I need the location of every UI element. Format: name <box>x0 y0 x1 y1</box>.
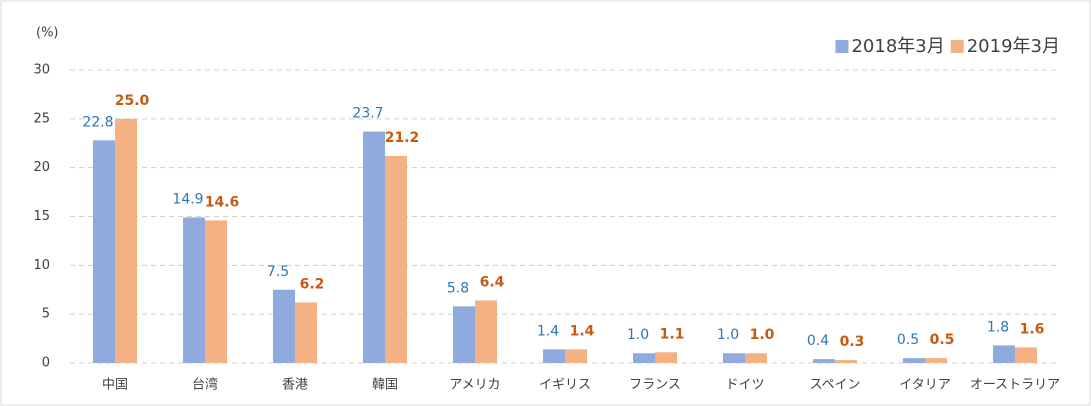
bar <box>633 353 655 363</box>
bar <box>453 306 475 363</box>
value-label: 21.2 <box>385 130 420 146</box>
value-label: 7.5 <box>267 264 289 280</box>
value-label: 1.6 <box>1020 321 1045 337</box>
value-label: 1.0 <box>627 327 649 343</box>
x-tick-label: イギリス <box>539 378 591 393</box>
y-tick-label: 5 <box>42 307 50 322</box>
value-label: 6.4 <box>480 274 505 290</box>
x-tick-label: 台湾 <box>192 377 218 393</box>
bar <box>363 131 385 363</box>
bar <box>475 300 497 363</box>
value-label: 0.4 <box>807 333 829 349</box>
value-label: 0.5 <box>930 332 955 348</box>
value-label: 23.7 <box>352 106 383 122</box>
value-label: 1.1 <box>660 326 685 342</box>
y-tick-label: 10 <box>33 258 50 273</box>
value-label: 22.8 <box>82 114 113 130</box>
y-tick-label: 25 <box>33 111 50 126</box>
bar <box>115 118 137 363</box>
value-label: 5.8 <box>447 280 469 296</box>
y-tick-label: 20 <box>33 160 50 175</box>
bar <box>745 353 767 363</box>
y-tick-label: 30 <box>33 63 50 78</box>
x-tick-label: 香港 <box>282 378 308 393</box>
bar <box>273 289 295 363</box>
value-label: 1.4 <box>570 323 595 339</box>
value-label: 1.0 <box>717 327 739 343</box>
x-tick-label: アメリカ <box>449 378 500 393</box>
x-tick-label: 韓国 <box>372 378 398 393</box>
x-tick-label: ドイツ <box>725 378 764 393</box>
value-label: 1.0 <box>750 327 775 343</box>
bar <box>295 302 317 363</box>
value-label: 6.2 <box>300 276 325 292</box>
bar <box>1015 347 1037 363</box>
bar <box>925 358 947 363</box>
value-label: 1.4 <box>537 323 559 339</box>
value-label: 0.3 <box>840 334 865 350</box>
bar <box>813 359 835 363</box>
y-tick-label: 15 <box>33 209 50 224</box>
bar <box>385 155 407 363</box>
bar <box>543 349 565 363</box>
bar <box>205 220 227 363</box>
value-label: 14.9 <box>172 191 203 207</box>
value-label: 1.8 <box>987 319 1009 335</box>
legend-label: 2019年3月 <box>967 36 1060 57</box>
value-label: 14.6 <box>205 194 240 210</box>
legend-swatch <box>835 40 849 53</box>
x-tick-label: オーストラリア <box>970 378 1060 393</box>
legend-swatch <box>950 40 964 53</box>
y-unit: (%) <box>36 26 59 41</box>
y-tick-label: 0 <box>42 356 50 371</box>
bar <box>93 140 115 363</box>
x-tick-label: イタリア <box>899 378 950 393</box>
bar <box>903 358 925 363</box>
value-label: 0.5 <box>897 332 919 348</box>
value-label: 25.0 <box>115 93 150 109</box>
bar <box>723 353 745 363</box>
bar <box>565 349 587 363</box>
x-tick-label: 中国 <box>102 378 128 393</box>
x-tick-label: フランス <box>629 378 681 393</box>
legend-label: 2018年3月 <box>851 36 944 57</box>
x-tick-label: スペイン <box>809 378 860 393</box>
bar <box>183 217 205 363</box>
bar <box>835 360 857 363</box>
bar <box>655 352 677 363</box>
bar <box>993 345 1015 363</box>
